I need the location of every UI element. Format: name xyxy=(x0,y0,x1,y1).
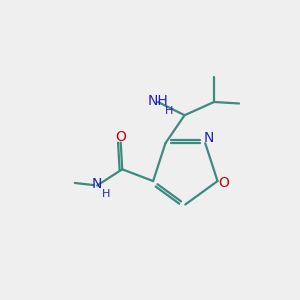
Text: NH: NH xyxy=(148,94,168,107)
Text: N: N xyxy=(204,131,214,145)
Text: O: O xyxy=(218,176,229,190)
Text: H: H xyxy=(165,106,173,116)
Text: O: O xyxy=(115,130,126,144)
Text: H: H xyxy=(102,189,110,199)
Text: N: N xyxy=(92,177,102,191)
